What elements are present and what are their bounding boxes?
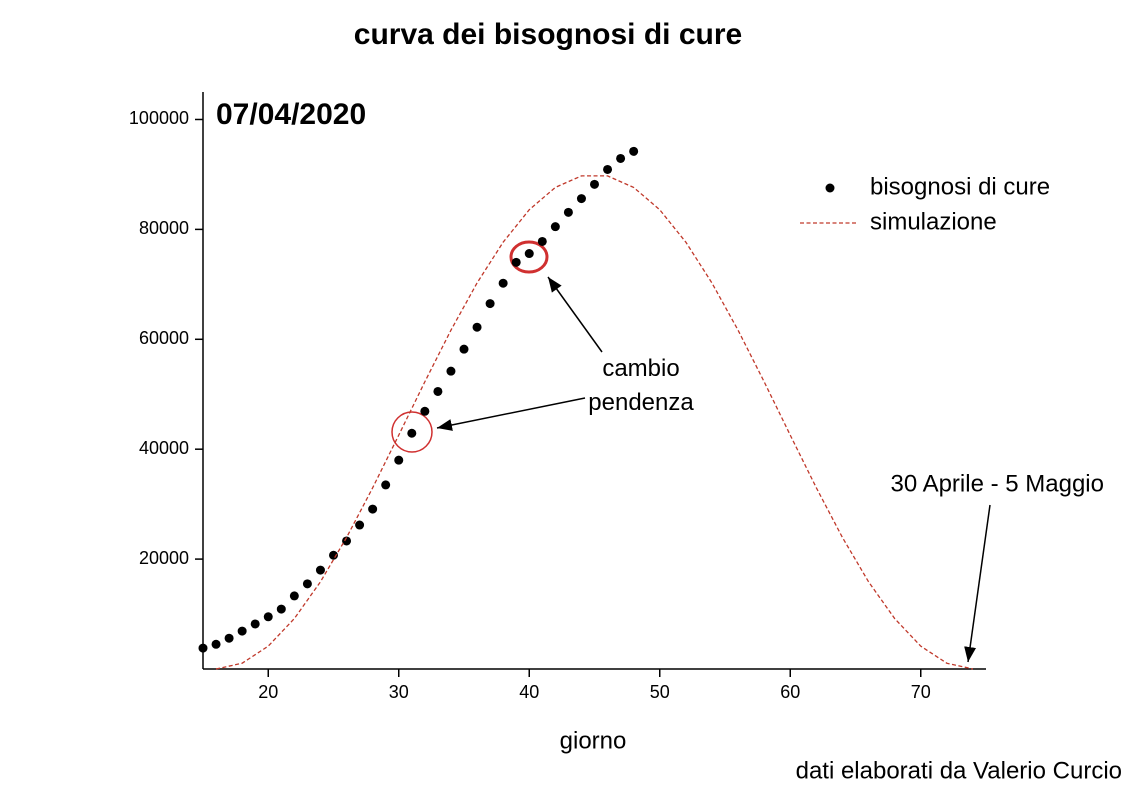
data-point xyxy=(315,565,325,575)
data-point xyxy=(472,322,482,332)
legend-label: bisognosi di cure xyxy=(870,173,1050,200)
data-point xyxy=(342,536,352,546)
plot-area: 20000 40000 60000 80000 100000 20 30 40 50 60 70 bi… xyxy=(129,92,1050,702)
data-point xyxy=(211,639,221,649)
data-point xyxy=(329,550,338,560)
data-point xyxy=(537,236,547,246)
data-point xyxy=(420,406,430,416)
credit: dati elaborati da Valerio Curcio xyxy=(796,757,1122,784)
y-tick-label: 40000 xyxy=(139,438,189,458)
y-tick-label: 100000 xyxy=(129,108,189,128)
data-point xyxy=(289,591,299,601)
arrow xyxy=(964,504,991,663)
y-tick-label: 60000 xyxy=(139,328,189,348)
highlight-circle xyxy=(509,240,549,274)
data-point xyxy=(224,633,234,643)
data-point xyxy=(603,164,613,174)
end-label: 30 Aprile - 5 Maggio xyxy=(891,470,1104,497)
highlight-circle xyxy=(391,411,433,453)
data-point xyxy=(498,278,508,288)
legend-marker xyxy=(825,183,835,193)
y-tick-label: 80000 xyxy=(139,218,189,238)
simulation-line xyxy=(215,175,974,670)
x-tick-label: 60 xyxy=(780,682,800,702)
data-point xyxy=(616,153,626,163)
data-point xyxy=(302,579,312,589)
data-point xyxy=(446,366,456,376)
x-tick-label: 70 xyxy=(911,682,931,702)
data-point xyxy=(407,428,417,438)
data-point xyxy=(368,504,378,514)
annotation: cambio pendenza xyxy=(588,355,694,416)
data-point xyxy=(250,619,260,629)
data-point xyxy=(263,612,273,622)
x-axis-label: giorno xyxy=(560,727,627,754)
data-point xyxy=(576,194,586,204)
x-tick-label: 20 xyxy=(258,682,278,702)
chart-title: curva dei bisognosi di cure xyxy=(354,18,742,51)
data-point xyxy=(355,520,365,530)
data-point xyxy=(511,257,521,267)
arrow xyxy=(436,397,586,431)
data-point xyxy=(276,604,286,614)
data-point xyxy=(459,344,469,354)
data-point xyxy=(590,179,599,189)
data-point xyxy=(433,386,443,396)
data-point xyxy=(563,207,573,217)
x-tick-label: 50 xyxy=(650,682,670,702)
data-point xyxy=(629,146,639,156)
data-point xyxy=(237,626,247,636)
data-point xyxy=(381,480,391,490)
data-point xyxy=(524,249,534,259)
legend-label: simulazione xyxy=(870,208,997,235)
arrow xyxy=(547,276,603,353)
data-point xyxy=(198,643,208,653)
data-point xyxy=(394,455,404,465)
y-tick-label: 20000 xyxy=(139,548,189,568)
data-point xyxy=(485,299,495,309)
x-tick-label: 40 xyxy=(519,682,539,702)
date-label: 07/04/2020 xyxy=(216,98,366,131)
x-tick-label: 30 xyxy=(389,682,409,702)
data-point xyxy=(550,222,560,232)
